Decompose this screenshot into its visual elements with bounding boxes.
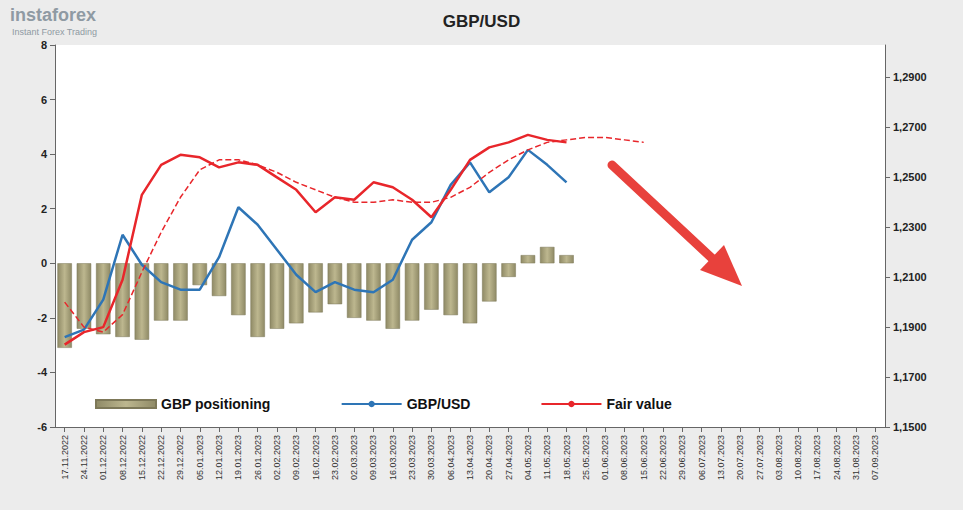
svg-text:-4: -4 — [37, 366, 48, 378]
svg-text:25.05.2023: 25.05.2023 — [581, 435, 591, 480]
svg-text:08.06.2023: 08.06.2023 — [619, 435, 629, 480]
svg-text:05.01.2023: 05.01.2023 — [195, 435, 205, 480]
svg-text:26.01.2023: 26.01.2023 — [253, 435, 263, 480]
svg-text:15.06.2023: 15.06.2023 — [639, 435, 649, 480]
svg-text:06.04.2023: 06.04.2023 — [446, 435, 456, 480]
svg-text:instaforex: instaforex — [10, 5, 96, 25]
svg-text:11.05.2023: 11.05.2023 — [542, 435, 552, 479]
svg-text:09.02.2023: 09.02.2023 — [291, 435, 301, 480]
svg-text:17.08.2023: 17.08.2023 — [812, 435, 822, 480]
svg-text:1,1700: 1,1700 — [893, 371, 927, 383]
svg-text:8: 8 — [41, 39, 47, 51]
svg-text:09.03.2023: 09.03.2023 — [368, 435, 378, 480]
svg-text:16.02.2023: 16.02.2023 — [311, 435, 321, 480]
svg-text:1,2300: 1,2300 — [893, 221, 927, 233]
svg-text:1,2100: 1,2100 — [893, 271, 927, 283]
svg-text:17.11.2022: 17.11.2022 — [60, 435, 70, 479]
svg-text:GBP/USD: GBP/USD — [407, 396, 471, 412]
svg-text:-2: -2 — [37, 312, 47, 324]
svg-text:08.12.2022: 08.12.2022 — [118, 435, 128, 480]
svg-text:GBP/USD: GBP/USD — [443, 12, 520, 31]
svg-text:31.08.2023: 31.08.2023 — [851, 435, 861, 480]
svg-text:1,1900: 1,1900 — [893, 321, 927, 333]
svg-text:2: 2 — [41, 203, 47, 215]
svg-text:27.07.2023: 27.07.2023 — [755, 435, 765, 480]
svg-text:03.08.2023: 03.08.2023 — [774, 435, 784, 480]
svg-text:18.05.2023: 18.05.2023 — [562, 435, 572, 480]
svg-text:-6: -6 — [37, 421, 47, 433]
svg-text:27.04.2023: 27.04.2023 — [504, 435, 514, 480]
svg-text:1,2700: 1,2700 — [893, 121, 927, 133]
svg-text:04.05.2023: 04.05.2023 — [523, 435, 533, 480]
svg-text:16.03.2023: 16.03.2023 — [388, 435, 398, 480]
svg-text:23.03.2023: 23.03.2023 — [407, 435, 417, 480]
svg-text:15.12.2022: 15.12.2022 — [137, 435, 147, 480]
svg-text:Fair value: Fair value — [606, 396, 672, 412]
svg-text:19.01.2023: 19.01.2023 — [233, 435, 243, 480]
svg-text:1,2500: 1,2500 — [893, 171, 927, 183]
svg-text:06.07.2023: 06.07.2023 — [697, 435, 707, 480]
svg-text:4: 4 — [41, 148, 48, 160]
svg-text:10.08.2023: 10.08.2023 — [793, 435, 803, 480]
svg-text:30.03.2023: 30.03.2023 — [426, 435, 436, 480]
svg-text:1,2900: 1,2900 — [893, 71, 927, 83]
svg-text:07.09.2023: 07.09.2023 — [870, 435, 880, 480]
svg-text:20.07.2023: 20.07.2023 — [735, 435, 745, 480]
svg-text:0: 0 — [41, 257, 47, 269]
svg-text:1,1500: 1,1500 — [893, 421, 927, 433]
svg-text:24.11.2022: 24.11.2022 — [79, 435, 89, 479]
svg-text:29.12.2022: 29.12.2022 — [175, 435, 185, 480]
svg-text:13.04.2023: 13.04.2023 — [465, 435, 475, 480]
svg-text:01.12.2022: 01.12.2022 — [98, 435, 108, 480]
svg-text:12.01.2023: 12.01.2023 — [214, 435, 224, 480]
svg-text:02.03.2023: 02.03.2023 — [349, 435, 359, 480]
svg-text:13.07.2023: 13.07.2023 — [716, 435, 726, 480]
svg-text:20.04.2023: 20.04.2023 — [484, 435, 494, 480]
svg-text:29.06.2023: 29.06.2023 — [677, 435, 687, 480]
svg-text:01.06.2023: 01.06.2023 — [600, 435, 610, 480]
svg-text:02.02.2023: 02.02.2023 — [272, 435, 282, 480]
svg-text:Instant Forex Trading: Instant Forex Trading — [12, 27, 97, 37]
svg-text:22.06.2023: 22.06.2023 — [658, 435, 668, 480]
svg-text:GBP positioning: GBP positioning — [161, 396, 270, 412]
svg-text:24.08.2023: 24.08.2023 — [832, 435, 842, 480]
svg-text:22.12.2022: 22.12.2022 — [156, 435, 166, 480]
svg-text:6: 6 — [41, 94, 47, 106]
svg-text:23.02.2023: 23.02.2023 — [330, 435, 340, 480]
